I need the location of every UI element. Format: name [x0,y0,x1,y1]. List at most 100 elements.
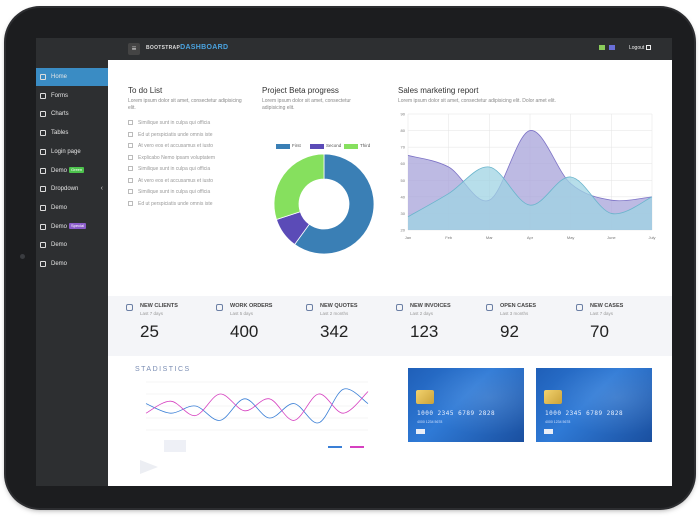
sales-subtitle: Lorem ipsum dolor sit amet, consectetur … [398,98,556,104]
beta-donut-chart [273,153,375,255]
x-tick-label: June [607,235,616,240]
watermark-arrow-icon [140,460,158,474]
sidebar-item-6[interactable]: Dropdown ‹ [36,180,108,198]
sidebar-badge: Green [69,166,85,173]
todo-item[interactable]: Ed ut perspiciatis unde omnis iste [128,132,212,138]
statistics-line-chart [145,381,369,448]
sidebar-item-2[interactable]: Charts [36,105,108,123]
x-tick-label: Apr [527,235,534,240]
sales-area-chart: 20 30 40 50 60 70 80 90 Jan Feb Mar Apr May June July [401,112,656,240]
line-series-0 [407,130,653,202]
legend-label: Third [360,143,371,148]
logout-button[interactable]: Logout [629,45,645,51]
sidebar-item-label: Demo [51,223,68,230]
mail-icon [306,304,313,311]
sidebar-item-0[interactable]: Home [36,68,108,86]
sidebar-item-label: Tables [51,130,69,137]
x-tick-label: Feb [445,235,453,240]
brand-logo[interactable]: BOOTSTRAPDASHBOARD [146,44,228,51]
todo-checkbox[interactable] [128,166,133,172]
logout-icon [646,45,651,50]
sidebar-item-3[interactable]: Tables [36,124,108,142]
todo-item-label: Similique sunt in culpa qui officia [138,166,211,172]
sales-title: Sales marketing report [398,86,479,95]
todo-checkbox[interactable] [128,189,133,195]
sidebar-item-7[interactable]: Demo [36,199,108,217]
card-number: 1000 2345 6789 2828 [417,410,496,417]
legend-swatch [344,144,358,149]
card-small-number: 4000 1234 5678 [545,420,571,424]
clipboard-icon [216,304,223,311]
todo-item-label: Ed ut perspiciatis unde omnis iste [138,200,213,207]
todo-item-label: Similique sunt in culpa qui officia [138,189,211,195]
brand-small: BOOTSTRAP [146,45,181,51]
todo-item-label: At vero eos et accusamus et iusto [138,177,214,184]
sidebar-item-label: Home [51,74,68,80]
sidebar-item-10[interactable]: Demo [36,255,108,273]
sidebar-item-label: Forms [51,92,68,99]
todo-subtitle: Lorem ipsum dolor sit amet, consectetur … [128,98,242,111]
stat-value: 70 [590,322,609,341]
donut-slice-third [273,153,325,220]
stat-sub: Last 2 days [410,311,434,316]
dropdown-icon [40,186,46,193]
stat-card[interactable]: NEW CLIENTS Last 7 days 25 [108,296,196,356]
sidebar-item-label: Demo [51,204,68,211]
todo-item-label: Explicabo Nemo ipsam voluptatem [138,154,215,161]
card-number: 1000 2345 6789 2828 [545,410,624,417]
todo-checkbox[interactable] [128,177,133,183]
todo-checkbox[interactable] [128,200,133,206]
todo-item[interactable]: Similique sunt in culpa qui officia [128,166,210,172]
todo-item[interactable]: Explicabo Nemo ipsam voluptatem [128,155,215,161]
legend-label: First [292,143,301,148]
menu-toggle-button[interactable]: ≡ [128,43,140,55]
stat-card[interactable]: WORK ORDERS Last 5 days 400 [198,296,286,356]
todo-item[interactable]: Ed ut perspiciatis unde omnis iste [128,201,212,207]
statistics-decor-icon [164,440,186,452]
beta-title: Project Beta progress [262,86,339,95]
stat-card[interactable]: NEW CASES Last 7 days 70 [558,296,646,356]
tablet-frame: ≡ BOOTSTRAPDASHBOARD Logout Home Forms Cha… [6,8,694,508]
camera-icon [20,254,25,259]
sidebar-item-1[interactable]: Forms [36,87,108,105]
sidebar-item-9[interactable]: Demo [36,236,108,254]
credit-card-1[interactable]: 1000 2345 6789 2828 4000 1234 5678 [408,368,524,442]
credit-card-2[interactable]: 1000 2345 6789 2828 4000 1234 5678 [536,368,652,442]
stat-card[interactable]: NEW INVOICES Last 2 days 123 [378,296,466,356]
home-icon [40,74,46,80]
todo-title: To do List [128,86,163,95]
sidebar: Home Forms Charts Tables Login page Demo Green… [36,60,108,486]
stats-bar: NEW CLIENTS Last 7 days 25 WORK ORDERS Last … [108,296,672,356]
todo-item-label: Ed ut perspiciatis unde omnis iste [138,131,213,138]
messages-icon[interactable] [608,44,616,51]
brand-big: DASHBOARD [180,44,229,51]
stat-value: 25 [140,322,159,341]
todo-checkbox[interactable] [128,131,133,137]
sidebar-item-label: Demo [51,167,68,174]
cases-icon [576,304,583,311]
legend-swatch [350,446,364,448]
demo-icon [40,223,46,230]
todo-checkbox[interactable] [128,154,133,160]
sidebar-item-5[interactable]: Demo Green [36,162,108,180]
x-tick-label: Jan [405,235,411,240]
y-tick-label: 50 [401,178,406,183]
todo-item[interactable]: Similique sunt in culpa qui officia [128,120,210,126]
card-shine [408,368,524,442]
stat-card[interactable]: NEW QUOTES Last 2 months 342 [288,296,376,356]
notification-icon[interactable] [598,44,606,51]
sidebar-item-4[interactable]: Login page [36,143,108,161]
demo-icon [40,167,46,174]
sidebar-item-label: Login page [51,148,81,155]
todo-item[interactable]: At vero eos et accusamus et iusto [128,143,213,149]
todo-item-label: At vero eos et accusamus et iusto [138,143,214,149]
todo-checkbox[interactable] [128,143,133,149]
stat-sub: Last 3 months [500,311,529,316]
todo-item[interactable]: Similique sunt in culpa qui officia [128,189,210,195]
stat-label: NEW CLIENTS [140,303,178,309]
todo-checkbox[interactable] [128,120,133,126]
stat-card[interactable]: OPEN CASES Last 3 months 92 [468,296,556,356]
stat-label: NEW CASES [590,303,624,309]
todo-item[interactable]: At vero eos et accusamus et iusto [128,178,213,184]
sidebar-item-8[interactable]: Demo Special [36,218,108,236]
